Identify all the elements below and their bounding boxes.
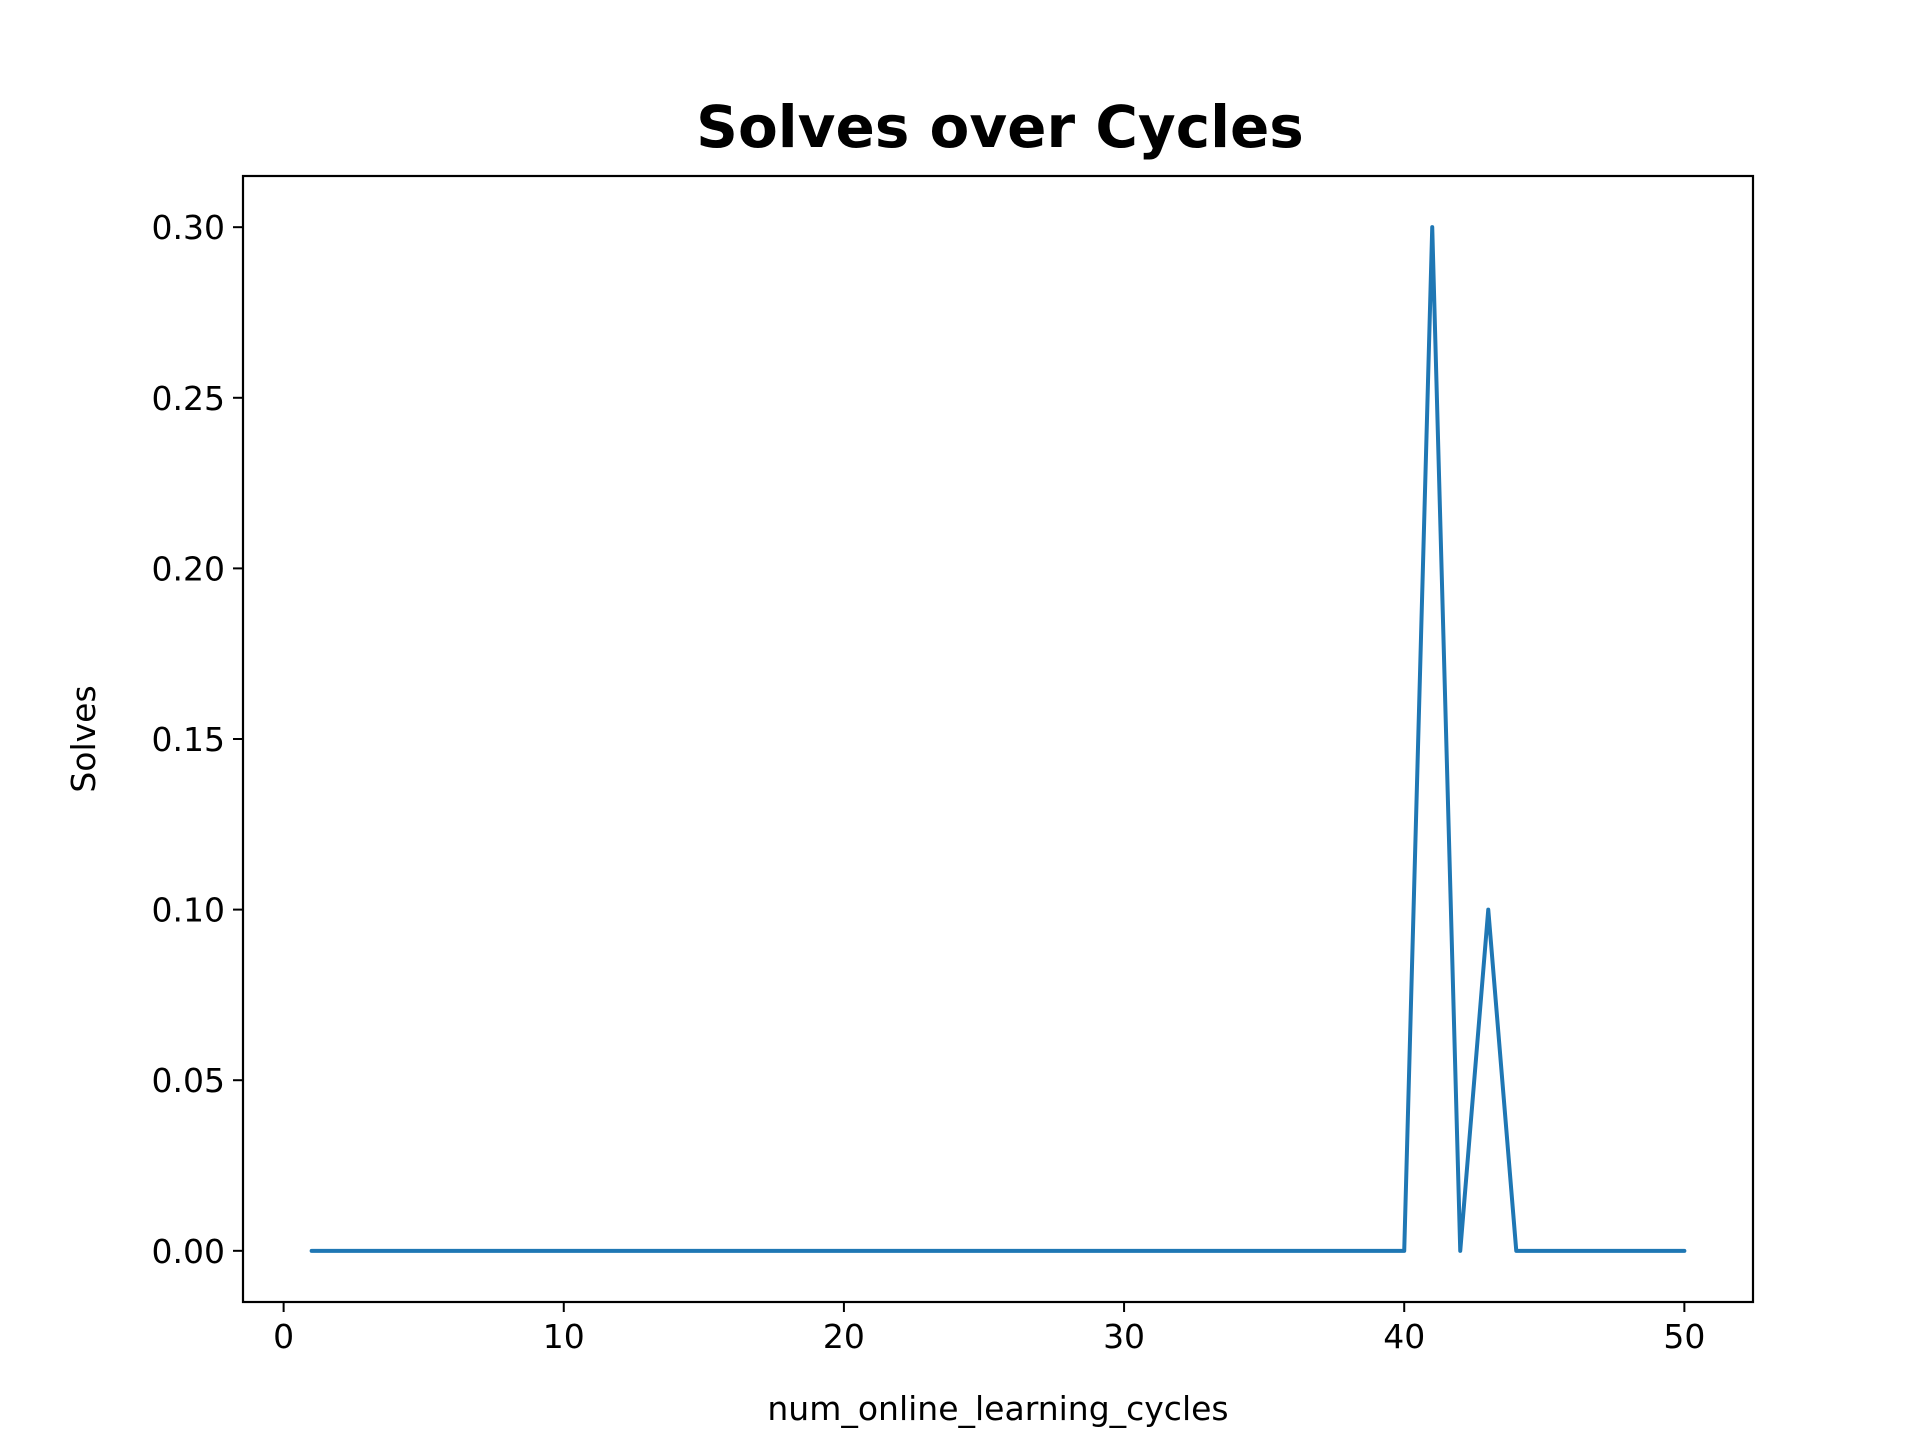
plot-frame (241, 174, 1755, 1304)
y-tick-label: 0.10 (152, 891, 225, 930)
x-axis-label: num_online_learning_cycles (767, 1389, 1228, 1428)
chart-title: Solves over Cycles (696, 93, 1304, 161)
y-axis: 0.00 0.05 0.10 0.15 0.20 0.25 0.30 (152, 208, 243, 1271)
x-tick-label: 50 (1663, 1317, 1705, 1356)
x-tick-label: 0 (273, 1317, 294, 1356)
series-line-0 (309, 225, 1687, 1253)
x-axis: 0 10 20 30 40 50 (273, 1302, 1705, 1356)
y-tick-label: 0.00 (152, 1232, 225, 1271)
x-tick-label: 20 (823, 1317, 865, 1356)
y-tick-label: 0.30 (152, 208, 225, 247)
y-tick-label: 0.05 (152, 1061, 225, 1100)
plot-area (241, 174, 1755, 1304)
y-tick-label: 0.15 (152, 720, 225, 759)
y-tick-label: 0.25 (152, 379, 225, 418)
x-tick-label: 40 (1383, 1317, 1425, 1356)
x-tick-label: 10 (543, 1317, 585, 1356)
y-axis-label: Solves (64, 685, 103, 792)
y-tick-label: 0.20 (152, 549, 225, 588)
x-tick-label: 30 (1103, 1317, 1145, 1356)
series-layer (309, 225, 1687, 1253)
